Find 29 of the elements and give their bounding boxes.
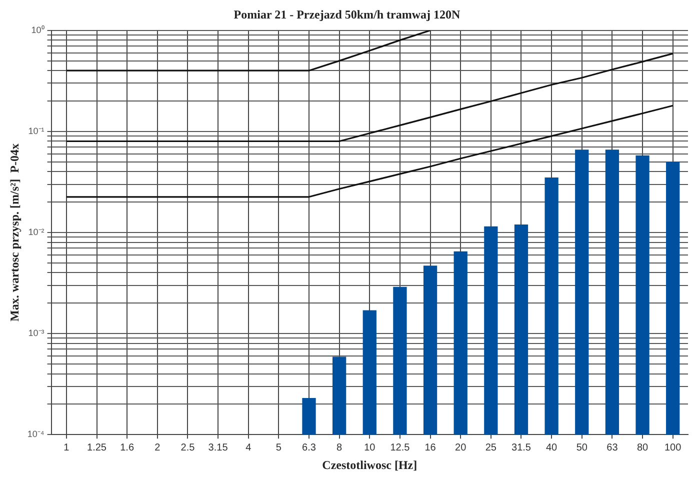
x-tick-label: 40 <box>546 442 558 454</box>
x-tick-label: 4 <box>246 442 252 454</box>
x-tick-label: 1.6 <box>120 442 134 454</box>
y-axis-title: Max. wartosc przysp. [m/s²] P-04x <box>7 144 22 322</box>
x-tick-label: 16 <box>424 442 436 454</box>
x-tick-label: 2.5 <box>180 442 196 454</box>
x-tick-label: 31.5 <box>512 442 532 454</box>
x-tick-label: 1 <box>64 442 70 454</box>
x-tick-label: 12.5 <box>390 442 410 454</box>
x-tick-label: 20 <box>455 442 467 454</box>
x-tick-label: 10 <box>364 442 376 454</box>
y-tick-label: 10⁻³ <box>28 328 44 338</box>
y-tick-label: 10⁻² <box>28 226 44 237</box>
x-tick-label: 50 <box>576 442 588 454</box>
x-tick-label: 63 <box>606 442 618 454</box>
x-tick-label: 8 <box>336 442 343 454</box>
y-tick-label: 10⁰ <box>31 24 44 35</box>
x-tick-label: 6.3 <box>302 442 316 454</box>
x-tick-label: 5 <box>276 442 282 454</box>
x-tick-label: 80 <box>636 442 649 454</box>
x-tick-label: 100 <box>664 442 682 454</box>
x-tick-label: 1.25 <box>87 442 107 454</box>
y-tick-label: 10⁻¹ <box>28 126 44 136</box>
x-tick-label: 25 <box>485 442 497 454</box>
x-axis-title: Czestotliwosc [Hz] <box>322 458 418 472</box>
chart-title: Pomiar 21 - Przejazd 50km/h tramwaj 120N <box>234 7 461 22</box>
x-tick-label: 3.15 <box>208 442 228 454</box>
x-tick-label: 2 <box>154 442 161 454</box>
y-tick-label: 10⁻⁴ <box>27 429 44 440</box>
